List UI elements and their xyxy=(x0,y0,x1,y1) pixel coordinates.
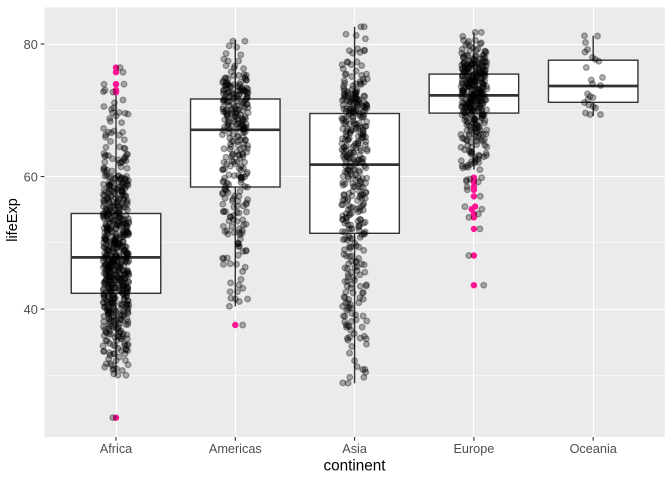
svg-text:Oceania: Oceania xyxy=(570,442,618,456)
svg-text:lifeExp: lifeExp xyxy=(5,198,21,242)
svg-text:continent: continent xyxy=(323,458,386,475)
svg-text:60: 60 xyxy=(24,170,38,184)
svg-text:40: 40 xyxy=(24,303,38,317)
svg-text:Africa: Africa xyxy=(100,442,133,456)
svg-text:Asia: Asia xyxy=(342,442,368,456)
svg-text:Europe: Europe xyxy=(453,442,494,456)
svg-text:Americas: Americas xyxy=(209,442,262,456)
svg-text:80: 80 xyxy=(24,38,38,52)
